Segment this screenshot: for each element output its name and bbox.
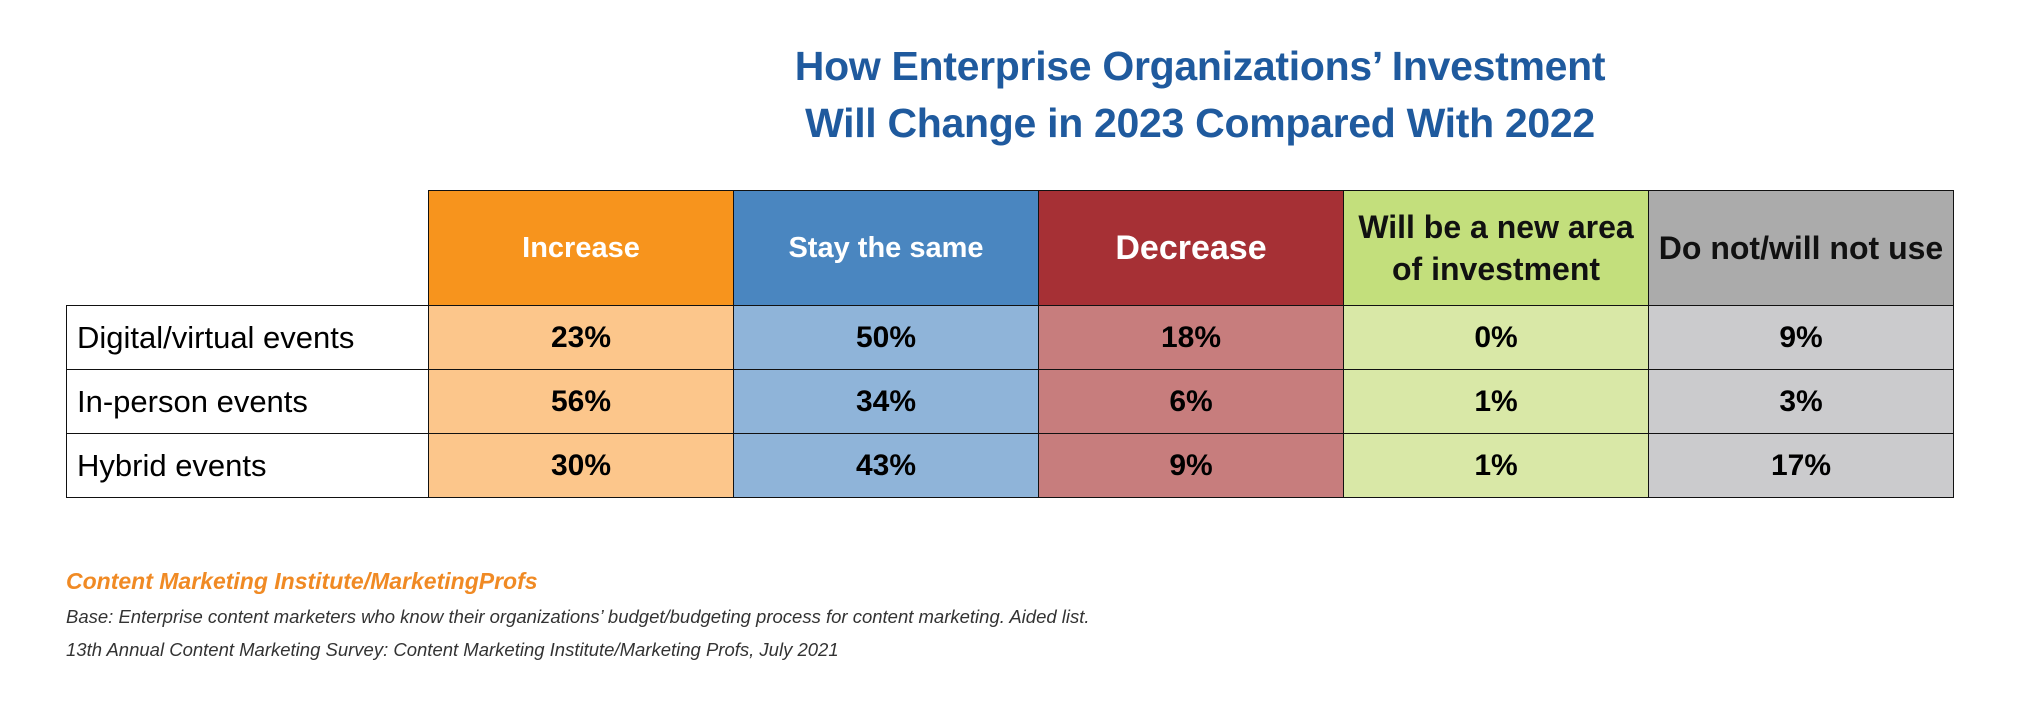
chart-title-line-2: Will Change in 2023 Compared With 2022	[805, 100, 1595, 146]
source-credit: Content Marketing Institute/MarketingPro…	[66, 568, 538, 594]
column-header-decrease: Decrease	[1038, 190, 1344, 306]
cell-value: 17%	[1648, 433, 1954, 498]
cell-value: 9%	[1038, 433, 1344, 498]
survey-note: 13th Annual Content Marketing Survey: Co…	[66, 639, 839, 660]
header-row: Increase Stay the same Decrease Will be …	[67, 190, 1954, 306]
column-header-new-area: Will be a new area of investment	[1343, 190, 1649, 306]
base-note: Base: Enterprise content marketers who k…	[66, 606, 1090, 627]
cell-value: 43%	[733, 433, 1039, 498]
row-label-in-person-events: In-person events	[66, 369, 429, 434]
cell-value: 30%	[428, 433, 734, 498]
cell-value: 23%	[428, 305, 734, 370]
column-header-stay-the-same: Stay the same	[733, 190, 1039, 306]
cell-value: 56%	[428, 369, 734, 434]
chart-title-line-1: How Enterprise Organizations’ Investment	[794, 43, 1606, 89]
column-header-do-not-use: Do not/will not use	[1648, 190, 1954, 306]
row-label-digital-virtual-events: Digital/virtual events	[66, 305, 429, 370]
cell-value: 1%	[1343, 433, 1649, 498]
cell-value: 3%	[1648, 369, 1954, 434]
cell-value: 0%	[1343, 305, 1649, 370]
table-row: Hybrid events 30% 43% 9% 1% 17%	[66, 433, 1954, 498]
row-label-hybrid-events: Hybrid events	[66, 433, 429, 498]
table-row: Digital/virtual events 23% 50% 18% 0% 9%	[66, 305, 1954, 370]
cell-value: 18%	[1038, 305, 1344, 370]
cell-value: 50%	[733, 305, 1039, 370]
investment-table: Increase Stay the same Decrease Will be …	[66, 190, 1954, 498]
cell-value: 9%	[1648, 305, 1954, 370]
column-header-increase: Increase	[428, 190, 734, 306]
cell-value: 6%	[1038, 369, 1344, 434]
header-corner	[67, 191, 429, 306]
cell-value: 34%	[733, 369, 1039, 434]
cell-value: 1%	[1343, 369, 1649, 434]
table-row: In-person events 56% 34% 6% 1% 3%	[66, 369, 1954, 434]
